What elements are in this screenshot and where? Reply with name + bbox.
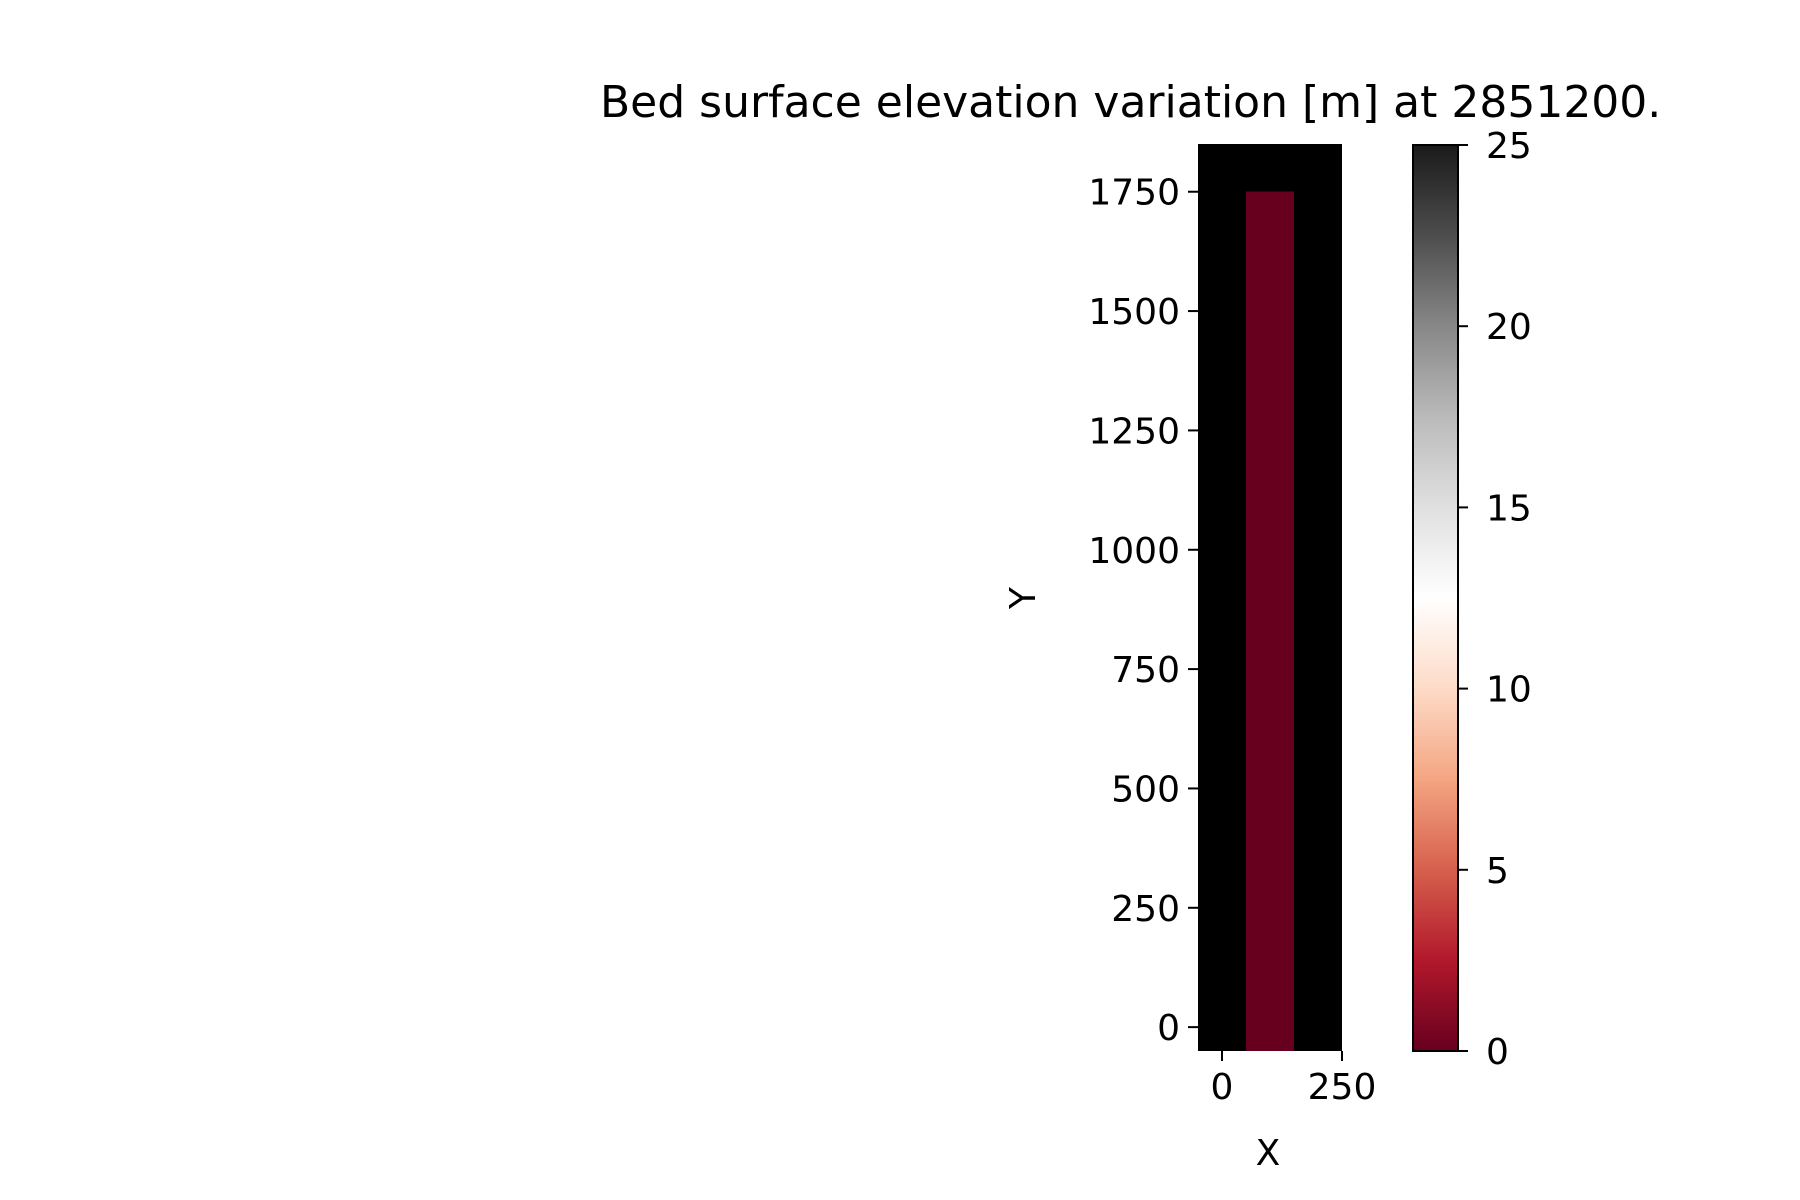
x-axis: 0 250	[1211, 1051, 1377, 1108]
y-tick-label: 1750	[1088, 173, 1180, 214]
colorbar-tick-label: 10	[1486, 670, 1532, 711]
colorbar-tick-label: 5	[1486, 851, 1509, 892]
y-axis-label: Y	[1003, 586, 1044, 610]
colorbar-tick-label: 25	[1486, 126, 1532, 167]
x-tick-label: 250	[1308, 1067, 1377, 1108]
y-tick-label: 0	[1157, 1008, 1180, 1049]
y-tick-label: 1000	[1088, 531, 1180, 572]
y-axis: 0 250 500 750 1000 1250 1500 1750	[1088, 173, 1198, 1049]
y-tick-label: 1250	[1088, 411, 1180, 452]
y-tick-label: 250	[1111, 889, 1180, 930]
colorbar-gradient	[1412, 144, 1459, 1052]
colorbar-tick-label: 20	[1486, 307, 1532, 348]
colorbar-tick-label: 15	[1486, 488, 1532, 529]
x-axis-label: X	[1256, 1133, 1281, 1174]
colorbar-tick-label: 0	[1486, 1032, 1509, 1073]
heatmap-cell-1	[1294, 144, 1342, 1051]
heatmap-cell-2	[1246, 144, 1294, 192]
x-tick-label: 0	[1211, 1067, 1234, 1108]
heatmap-cell-3	[1246, 191, 1294, 1052]
y-tick-label: 500	[1111, 769, 1180, 810]
y-tick-label: 750	[1111, 650, 1180, 691]
heatmap-cell-0	[1198, 144, 1246, 1051]
colorbar: 0 5 10 15 20 25	[1412, 126, 1532, 1073]
heatmap-plot-area	[1198, 144, 1342, 1052]
chart-title: Bed surface elevation variation [m] at 2…	[600, 77, 1661, 128]
y-tick-label: 1500	[1088, 292, 1180, 333]
